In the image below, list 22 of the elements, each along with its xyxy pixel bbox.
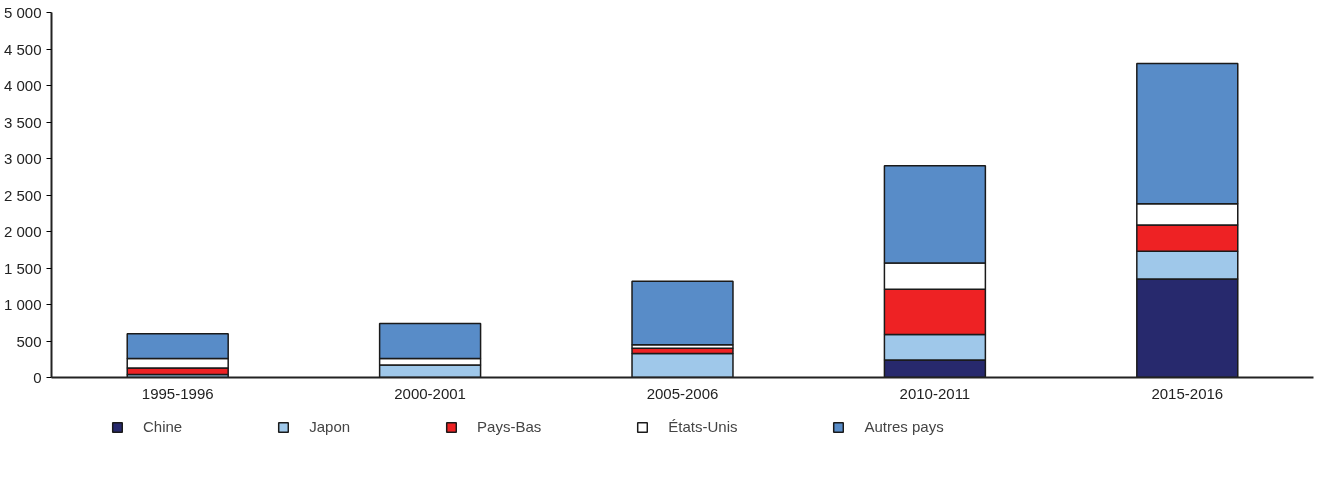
y-tick-label: 5 000	[3, 4, 42, 21]
y-tick-label: 1 500	[3, 259, 42, 277]
y-tick-label: 0	[33, 369, 42, 386]
y-tick-label: 4 500	[3, 40, 42, 58]
bar	[631, 280, 734, 346]
x-tick-label: 2015-2016	[1151, 384, 1224, 402]
x-tick-label: 2010-2011	[899, 384, 971, 402]
legend-label: Chine	[143, 418, 183, 435]
legend-label: Japon	[309, 418, 351, 435]
y-tick-label: 4 000	[3, 77, 42, 94]
legend-label: États-Unis	[668, 418, 738, 435]
y-tick-label: 2 000	[3, 223, 42, 240]
x-tick-label: 2000-2001	[394, 384, 466, 402]
y-tick-label: 3 500	[3, 113, 42, 131]
y-tick-label: 1 000	[3, 296, 42, 313]
y-tick-label: 2 500	[3, 186, 42, 204]
legend-label: Autres pays	[864, 418, 944, 435]
x-tick-label: 2005-2006	[646, 384, 719, 402]
legend-label: Pays-Bas	[477, 418, 542, 435]
y-tick-label: 500	[16, 332, 42, 350]
y-tick-label: 3 000	[3, 150, 42, 167]
x-tick-label: 1995-1996	[141, 384, 214, 402]
